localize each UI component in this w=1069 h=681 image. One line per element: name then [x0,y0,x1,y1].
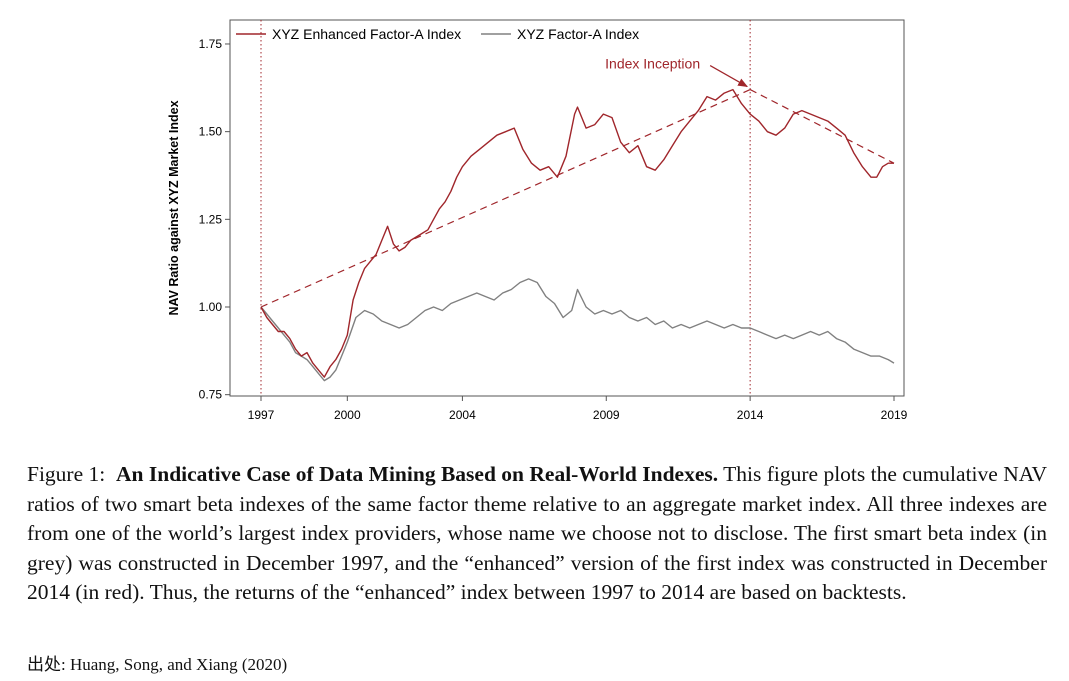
y-tick-label: 1.75 [199,37,223,51]
y-tick-label: 1.25 [199,212,223,226]
x-tick-label: 2000 [334,408,361,422]
figure-caption: Figure 1: An Indicative Case of Data Min… [27,460,1047,608]
annotation: Index Inception [605,56,749,88]
legend: XYZ Enhanced Factor-A Index XYZ Factor-A … [236,26,639,42]
y-axis-label: NAV Ratio against XYZ Market Index [167,100,181,315]
legend-label-factor: XYZ Factor-A Index [517,26,639,42]
plot-frame [229,19,905,397]
y-tick-label: 1.50 [199,125,223,139]
x-tick-label: 2019 [881,408,908,422]
figure-caption-title: An Indicative Case of Data Mining Based … [116,462,719,486]
chart: 0.75 1.00 1.25 1.50 1.75 1997 2000 2004 2009 201… [167,19,908,422]
series-line-enhanced [260,88,894,378]
figure-caption-body: This figure plots the cumulative NAV rat… [27,462,1048,604]
y-tick-label: 0.75 [199,388,223,402]
trend-line [749,89,895,164]
annotation-arrow [709,65,749,88]
inception-lines [260,20,751,396]
y-tick-label: 1.00 [199,300,223,314]
series-lines [260,88,895,382]
annotation-label: Index Inception [605,56,700,72]
trend-lines [260,89,895,308]
series-line-factor [260,278,895,382]
source-label: 出处: [27,655,66,674]
y-axis: 0.75 1.00 1.25 1.50 1.75 [199,37,230,402]
x-tick-label: 2004 [449,408,476,422]
x-tick-label: 2014 [737,408,764,422]
x-tick-label: 1997 [248,408,275,422]
source-note: 出处: Huang, Song, and Xiang (2020) [27,650,287,675]
x-axis: 1997 2000 2004 2009 2014 2019 [248,396,908,422]
x-tick-label: 2009 [593,408,620,422]
trend-line [260,89,751,308]
figure-label: Figure 1: [27,462,106,486]
source-text: Huang, Song, and Xiang (2020) [69,655,288,674]
legend-label-enhanced: XYZ Enhanced Factor-A Index [272,26,461,42]
